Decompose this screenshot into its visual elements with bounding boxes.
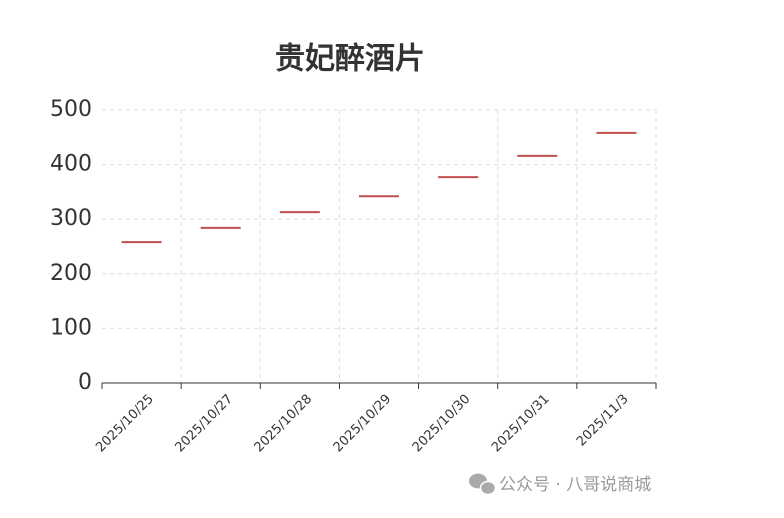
y-tick-label: 300 bbox=[50, 206, 92, 231]
x-tick-label: 2025/10/27 bbox=[172, 392, 236, 456]
x-tick-label: 2025/11/3 bbox=[574, 392, 632, 450]
y-tick-label: 200 bbox=[50, 261, 92, 286]
x-tick-label: 2025/10/31 bbox=[489, 392, 553, 456]
y-tick-label: 400 bbox=[50, 152, 92, 177]
x-tick-label: 2025/10/30 bbox=[410, 392, 474, 456]
x-tick-label: 2025/10/25 bbox=[93, 392, 157, 456]
x-tick-label: 2025/10/28 bbox=[252, 392, 316, 456]
x-tick-label: 2025/10/29 bbox=[331, 392, 395, 456]
watermark: 公众号 · 八哥说商城 bbox=[499, 475, 651, 495]
y-tick-label: 100 bbox=[50, 315, 92, 340]
chart-title: 贵妃醉酒片 bbox=[275, 42, 425, 77]
watermark-icon bbox=[469, 473, 497, 496]
y-tick-label: 0 bbox=[78, 370, 92, 395]
y-tick-label: 500 bbox=[50, 97, 92, 122]
